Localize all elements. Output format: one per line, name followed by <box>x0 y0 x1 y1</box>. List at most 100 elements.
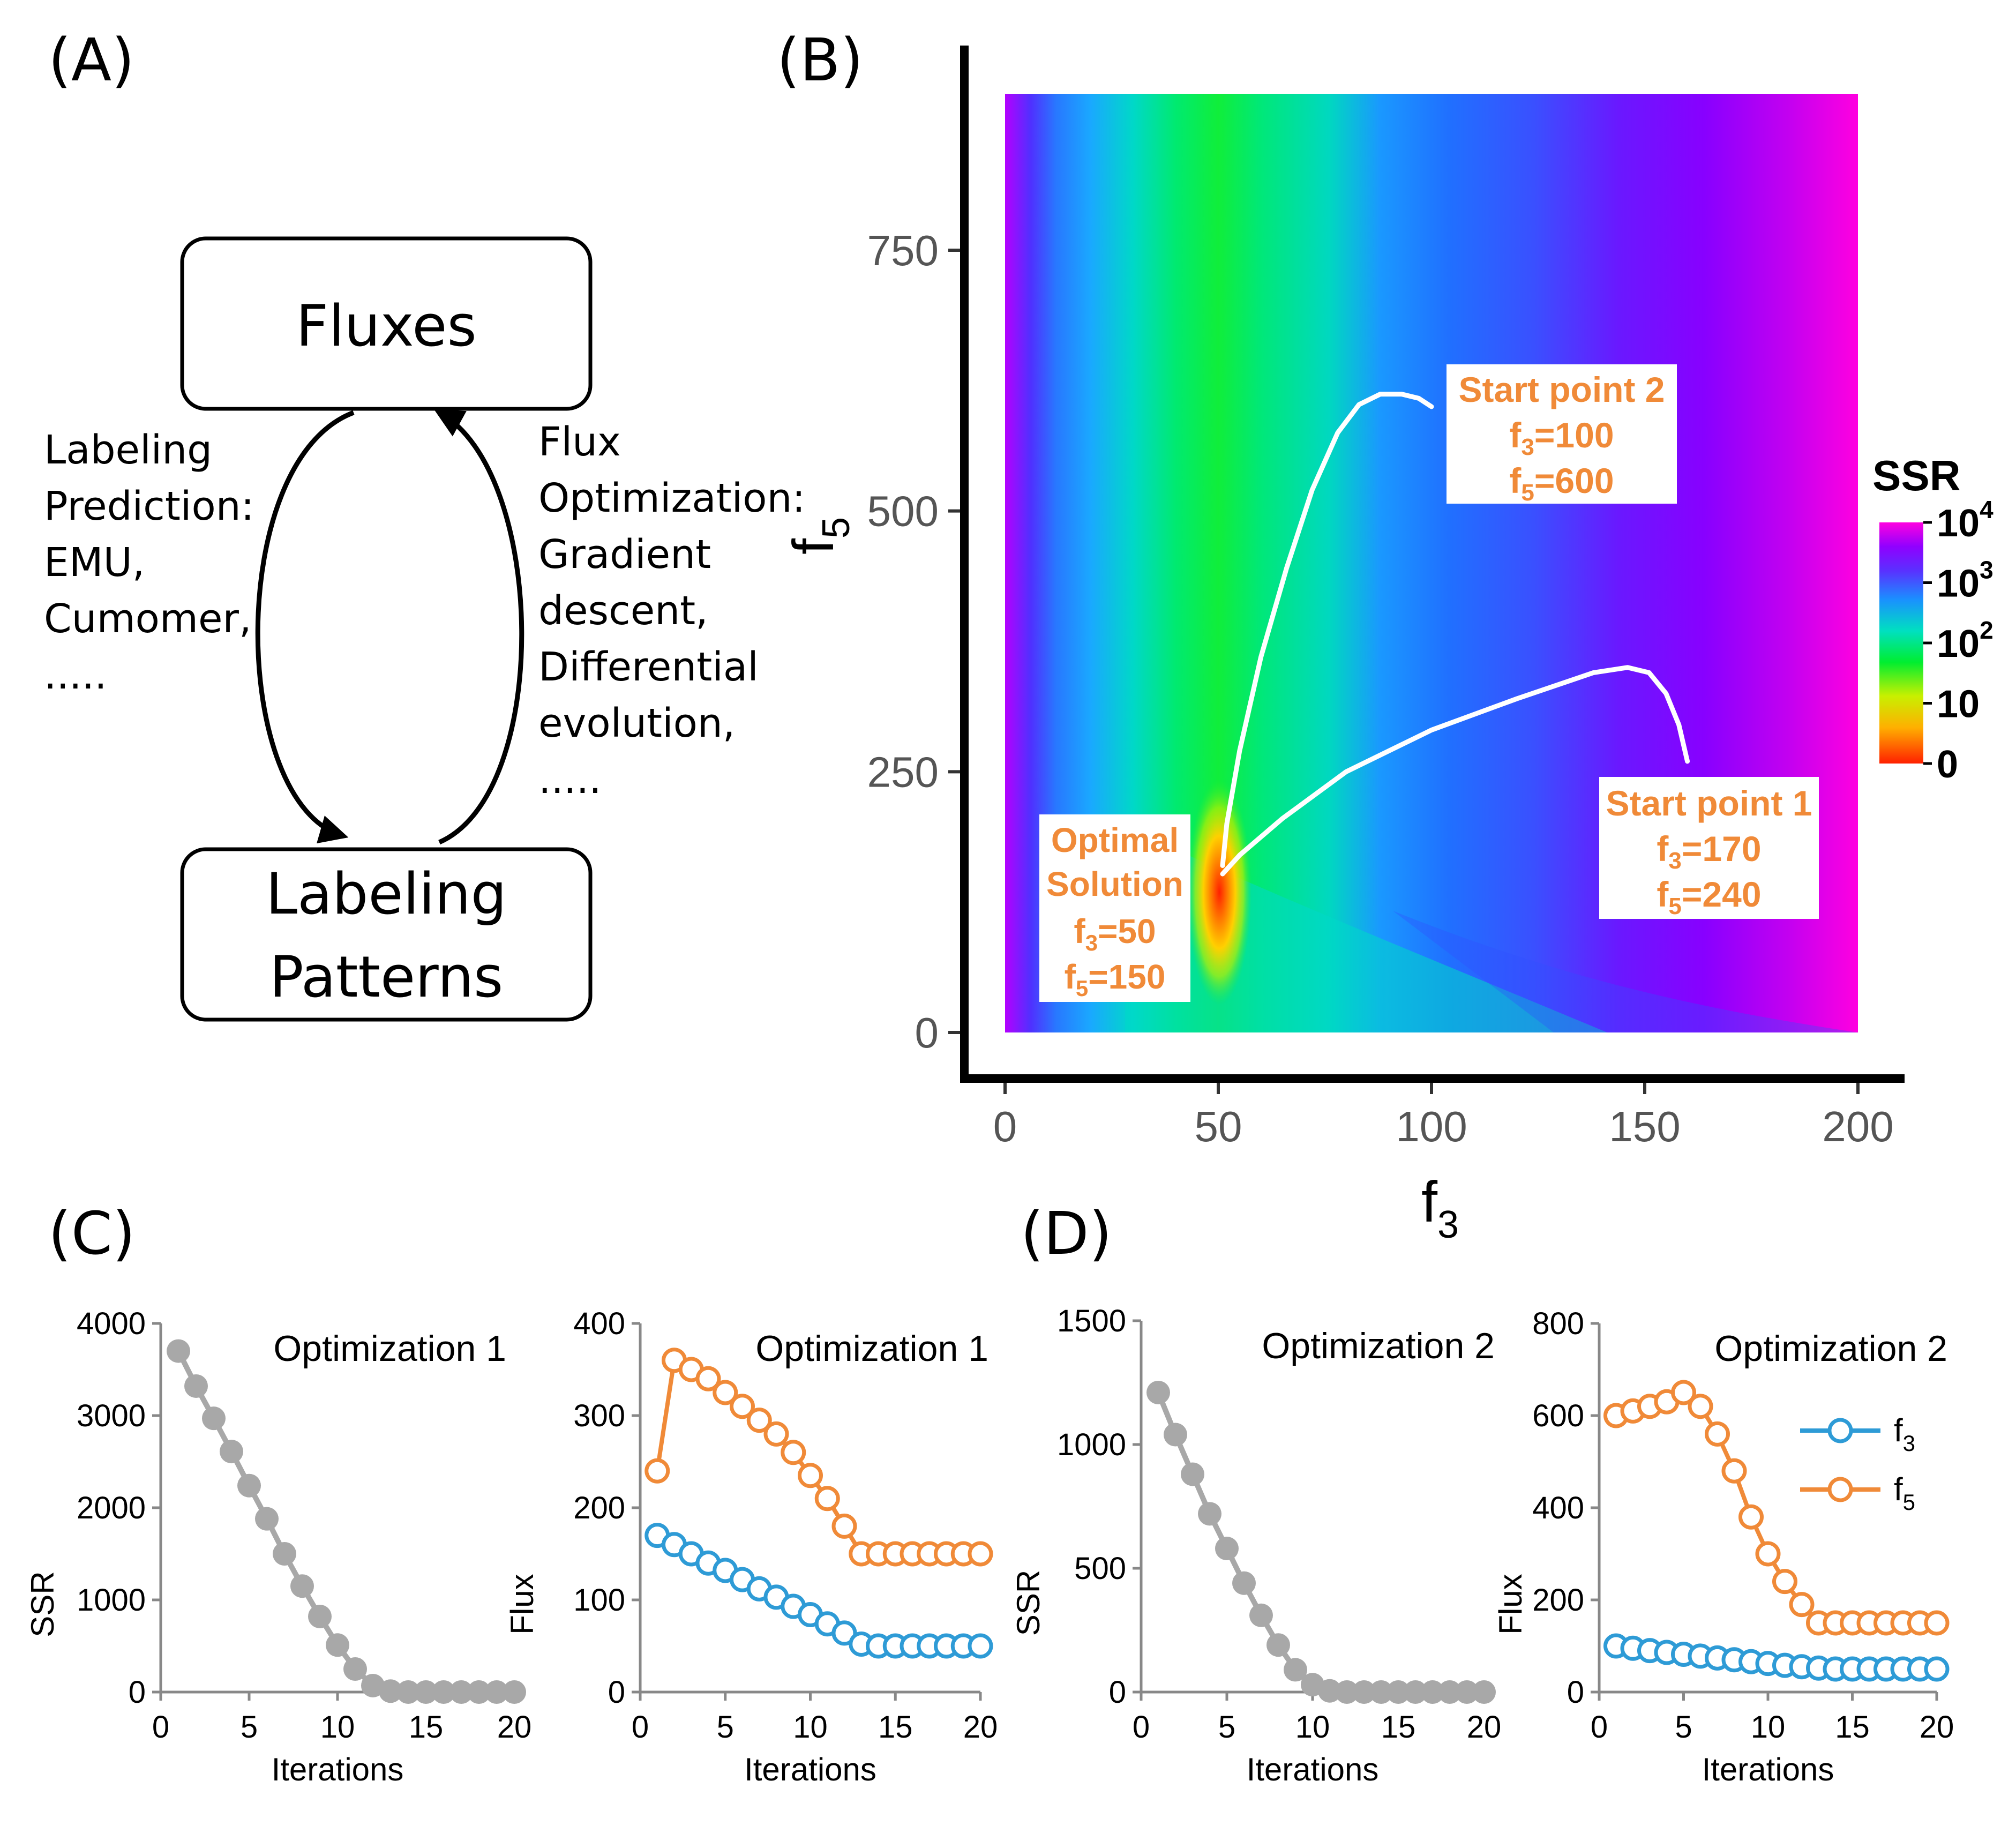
xtick-label: 20 <box>1920 1710 1954 1745</box>
annotation-start-1-f3: f3=170 <box>1657 829 1761 874</box>
xtick-label: 10 <box>1295 1710 1330 1745</box>
data-point <box>343 1657 367 1681</box>
data-point <box>396 1680 420 1704</box>
series-ssr <box>167 1339 526 1704</box>
labeling-patterns-line2: Patterns <box>269 944 504 1010</box>
annotation-optimal-f3-label: f <box>1074 912 1085 951</box>
ytick-label: 400 <box>1532 1491 1584 1525</box>
annotation-start-2-title: Start point 2 <box>1458 370 1665 409</box>
annotation-start-1-title: Start point 1 <box>1606 783 1812 823</box>
data-point <box>167 1339 190 1363</box>
heatmap-ytick-label: 500 <box>867 488 939 535</box>
annotation-start-1: Start point 1 f3=170 f5=240 <box>1599 777 1819 919</box>
data-point <box>326 1633 349 1657</box>
heatmap-ytick-label: 750 <box>867 227 939 274</box>
data-point <box>1438 1680 1462 1704</box>
annotation-optimal-f5-label: f <box>1065 957 1076 996</box>
data-point <box>831 1620 857 1646</box>
colorbar-tick-label: 103 <box>1937 556 1993 605</box>
ytick-label: 3000 <box>77 1398 146 1433</box>
legend-label: f3 <box>1894 1412 1915 1456</box>
heatmap-lower-blue <box>1393 911 1858 1032</box>
ytick-label: 300 <box>573 1398 625 1433</box>
xtick-label: 20 <box>963 1710 998 1745</box>
data-point <box>1789 1592 1815 1618</box>
right-text-line: Flux <box>538 419 621 465</box>
chart-title: Optimization 1 <box>755 1328 988 1369</box>
legend-label: f5 <box>1894 1471 1915 1515</box>
data-point <box>695 1366 721 1391</box>
data-point <box>379 1679 402 1703</box>
ytick-label: 2000 <box>77 1491 146 1525</box>
panel-label-d: (D) <box>1021 1199 1112 1268</box>
path-from-start-1 <box>1220 665 1690 877</box>
legend-label-sub: 5 <box>1903 1490 1915 1515</box>
heatmap-xlabel: f3 <box>1421 1169 1459 1246</box>
heatmap-xtick-label: 100 <box>1396 1103 1467 1150</box>
right-text-line: descent, <box>538 588 708 634</box>
data-point <box>202 1406 226 1431</box>
colorbar-tick-label: 102 <box>1937 616 1993 665</box>
heatmap-lower-band <box>1125 825 1607 1032</box>
data-point <box>1924 1610 1950 1636</box>
colorbar-tick-base: 0 <box>1937 743 1958 786</box>
data-point <box>713 1380 738 1405</box>
data-point <box>1335 1680 1359 1704</box>
xtick-label: 5 <box>717 1710 734 1745</box>
annotation-optimal-f5: f5=150 <box>1065 957 1166 1001</box>
data-point <box>467 1680 491 1704</box>
xtick-label: 15 <box>409 1710 444 1745</box>
data-point <box>1164 1423 1187 1447</box>
fluxes-box-label: Fluxes <box>296 293 477 359</box>
colorbar-tick-exp: 3 <box>1980 556 1993 584</box>
data-point <box>1924 1656 1950 1682</box>
annotation-start-2-f5-label: f <box>1509 461 1522 500</box>
colorbar-tick-exp: 4 <box>1980 496 1993 523</box>
annotation-start-2-f5: f5=600 <box>1509 461 1614 506</box>
data-point <box>1772 1569 1797 1595</box>
panel-label-b: (B) <box>777 26 863 94</box>
annotation-start-2-f3-label: f <box>1509 415 1522 455</box>
data-point <box>1249 1603 1273 1627</box>
series-ssr <box>1146 1380 1496 1704</box>
data-point <box>308 1604 332 1628</box>
annotation-optimal-f5-sub: 5 <box>1076 976 1088 1001</box>
series-f5 <box>644 1348 993 1567</box>
annotation-optimal: Optimal Solution f3=50 f5=150 <box>1039 814 1190 1002</box>
data-point <box>1688 1394 1713 1419</box>
data-point <box>1284 1658 1307 1682</box>
ytick-label: 800 <box>1532 1306 1584 1341</box>
right-text-line: ..... <box>538 757 602 803</box>
panel-label-a: (A) <box>48 26 134 94</box>
labeling-patterns-line1: Labeling <box>266 861 507 927</box>
ytick-label: 100 <box>573 1583 625 1618</box>
data-point <box>798 1463 823 1488</box>
data-point <box>1705 1421 1730 1447</box>
data-point <box>255 1507 279 1531</box>
xtick-label: 0 <box>632 1710 649 1745</box>
annotation-start-2-f3-value: =100 <box>1534 415 1614 455</box>
labeling-prediction-text: Labeling Prediction: EMU, Cumomer, ..... <box>44 427 254 698</box>
annotation-start-2: Start point 2 f3=100 f5=600 <box>1447 364 1677 506</box>
ytick-label: 0 <box>1567 1675 1584 1710</box>
chart-c-right: 0 100 200 300 400 0 5 10 15 20 Iterations Flux Optim… <box>504 1306 998 1787</box>
legend-label-text: f <box>1894 1471 1903 1507</box>
xtick-label: 0 <box>1591 1710 1608 1745</box>
data-point <box>1146 1380 1170 1404</box>
annotation-optimal-box <box>1039 814 1190 1002</box>
legend-label-sub: 3 <box>1903 1431 1915 1456</box>
ytick-label: 400 <box>573 1306 625 1341</box>
data-point <box>1671 1380 1696 1405</box>
ytick-label: 500 <box>1074 1551 1126 1586</box>
legend: f3 f5 <box>1800 1412 1915 1515</box>
colorbar-tick-label: 10 <box>1937 683 1980 726</box>
data-point <box>831 1513 857 1539</box>
data-point <box>220 1440 243 1464</box>
annotation-start-1-f3-value: =170 <box>1682 829 1762 869</box>
fluxes-box <box>180 236 593 411</box>
xtick-label: 5 <box>241 1710 258 1745</box>
annotation-optimal-f3-value: =50 <box>1098 912 1156 951</box>
